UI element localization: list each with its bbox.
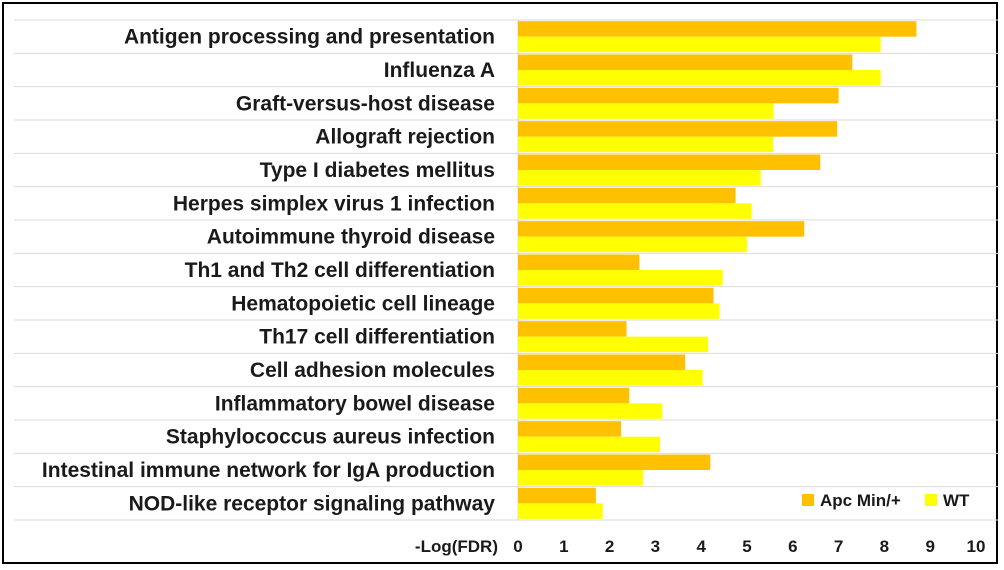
x-axis-title: -Log(FDR) bbox=[415, 537, 498, 556]
category-label: Herpes simplex virus 1 infection bbox=[173, 192, 495, 215]
bar-apc-min bbox=[518, 454, 711, 470]
category-label: Autoimmune thyroid disease bbox=[207, 226, 495, 249]
category-label: Type I diabetes mellitus bbox=[260, 159, 495, 182]
bar-wt bbox=[518, 403, 663, 419]
x-tick-label: 1 bbox=[559, 537, 568, 556]
bar-apc-min bbox=[518, 221, 805, 237]
bar-wt bbox=[518, 36, 881, 53]
gridlines bbox=[14, 19, 998, 521]
bar-apc-min bbox=[518, 254, 640, 270]
x-tick-label: 5 bbox=[742, 537, 751, 556]
category-label: Graft-versus-host disease bbox=[236, 92, 495, 115]
bar-apc-min bbox=[518, 321, 627, 337]
category-label: Inflammatory bowel disease bbox=[215, 392, 495, 415]
category-label: Cell adhesion molecules bbox=[250, 359, 495, 382]
category-label: Influenza A bbox=[384, 59, 495, 82]
bar-wt bbox=[518, 336, 709, 353]
bar-apc-min bbox=[518, 54, 853, 70]
category-label: Th1 and Th2 cell differentiation bbox=[185, 259, 495, 282]
category-label: Allograft rejection bbox=[315, 126, 495, 149]
legend-label-apc-min: Apc Min/+ bbox=[820, 491, 901, 510]
x-axis-ticks: 0 1 2 3 4 5 6 7 8 9 10 bbox=[513, 537, 985, 556]
x-tick-label: 6 bbox=[788, 537, 797, 556]
bar-apc-min bbox=[518, 121, 838, 137]
bar-wt bbox=[518, 236, 747, 253]
bar-apc-min bbox=[518, 421, 622, 437]
bar-apc-min bbox=[518, 354, 686, 370]
bar-apc-min bbox=[518, 487, 596, 504]
category-label: Staphylococcus aureus infection bbox=[166, 426, 495, 449]
bar-wt bbox=[518, 203, 752, 219]
bar-wt bbox=[518, 170, 761, 186]
category-labels: Antigen processing and presentation Influ… bbox=[42, 26, 495, 516]
x-tick-label: 8 bbox=[880, 537, 889, 556]
x-tick-label: 10 bbox=[967, 537, 986, 556]
x-tick-label: 3 bbox=[651, 537, 660, 556]
category-label: Th17 cell differentiation bbox=[259, 326, 495, 349]
legend: Apc Min/+ WT bbox=[802, 491, 970, 510]
chart-frame: Antigen processing and presentation Influ… bbox=[2, 2, 998, 564]
x-tick-label: 9 bbox=[925, 537, 934, 556]
bar-apc-min bbox=[518, 21, 917, 37]
bar-wt bbox=[518, 103, 774, 119]
bar-wt bbox=[518, 136, 774, 153]
bar-wt bbox=[518, 270, 723, 286]
bars bbox=[518, 21, 917, 519]
legend-swatch-apc-min bbox=[802, 494, 814, 506]
bar-wt bbox=[518, 370, 703, 386]
x-tick-label: 0 bbox=[513, 537, 522, 556]
category-label: Intestinal immune network for IgA produc… bbox=[42, 459, 495, 482]
category-label: Antigen processing and presentation bbox=[124, 26, 495, 49]
category-label: NOD-like receptor signaling pathway bbox=[129, 492, 496, 515]
bar-wt bbox=[518, 503, 603, 519]
bar-chart: Antigen processing and presentation Influ… bbox=[14, 19, 998, 556]
category-label: Hematopoietic cell lineage bbox=[231, 292, 495, 315]
x-tick-label: 4 bbox=[696, 537, 706, 556]
bar-wt bbox=[518, 70, 881, 86]
legend-label-wt: WT bbox=[943, 491, 970, 510]
bar-apc-min bbox=[518, 287, 714, 304]
bar-apc-min bbox=[518, 387, 630, 404]
x-tick-label: 7 bbox=[834, 537, 843, 556]
bar-apc-min bbox=[518, 87, 839, 104]
x-tick-label: 2 bbox=[605, 537, 614, 556]
bar-apc-min bbox=[518, 154, 821, 170]
bar-apc-min bbox=[518, 187, 736, 204]
bar-wt bbox=[518, 303, 720, 319]
bar-wt bbox=[518, 436, 660, 453]
legend-swatch-wt bbox=[925, 494, 937, 506]
bar-wt bbox=[518, 470, 644, 486]
